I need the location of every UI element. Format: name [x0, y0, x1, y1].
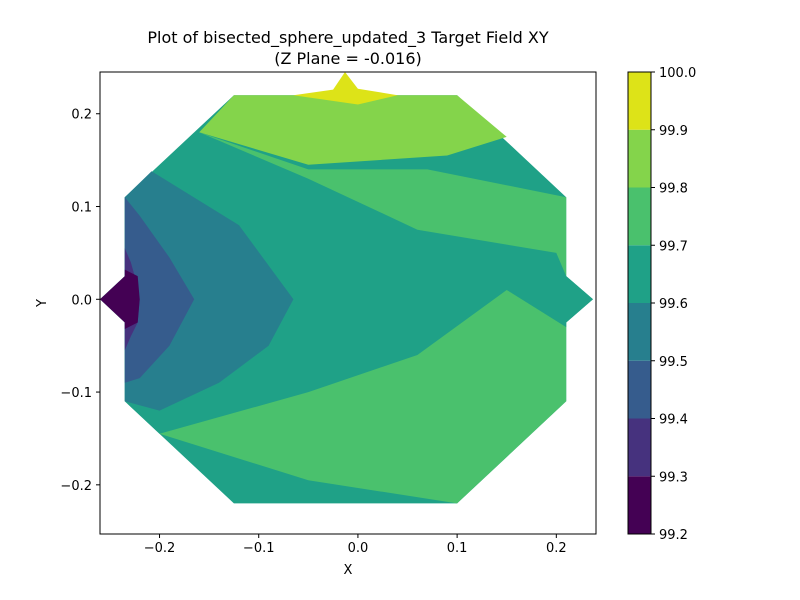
x-tick-label: −0.1	[243, 541, 275, 556]
colorbar-tick-label: 99.9	[659, 124, 688, 139]
contour-regions	[100, 72, 594, 534]
y-tick-label: 0.0	[71, 293, 92, 308]
colorbar-segment	[628, 187, 651, 246]
colorbar-tick-label: 99.3	[659, 470, 688, 485]
chart-title: Plot of bisected_sphere_updated_3 Target…	[147, 28, 549, 48]
contour-band-7	[293, 72, 398, 105]
y-tick-label: 0.2	[71, 108, 92, 123]
contour-band-2	[124, 197, 195, 383]
colorbar-tick-label: 100.0	[659, 66, 696, 81]
x-axis-label: X	[344, 563, 353, 578]
x-tick-label: 0.0	[348, 541, 369, 556]
colorbar-segment	[628, 303, 651, 361]
colorbar-tick-label: 99.4	[659, 413, 688, 428]
colorbar-tick-label: 99.7	[659, 239, 688, 254]
contour-band-0	[100, 269, 140, 329]
colorbar: 99.2 99.3 99.4 99.5 99.6 99.7 99.8 99.9 100.0	[627, 66, 696, 543]
colorbar-segments	[628, 72, 651, 534]
plot-area: −0.2 −0.1 0.0 0.1 0.2 −0.2 −0.1 0.0 0.1 0.2	[60, 71, 597, 556]
colorbar-tick-label: 99.6	[659, 297, 688, 312]
colorbar-tick-label: 99.8	[659, 182, 688, 197]
contour-band-3	[124, 171, 294, 411]
x-axis-ticks: −0.2 −0.1 0.0 0.1 0.2	[144, 534, 567, 556]
y-tick-label: −0.1	[60, 386, 92, 401]
colorbar-tick-label: 99.5	[659, 355, 688, 370]
colorbar-segment	[628, 129, 651, 188]
colorbar-tick-label: 99.2	[659, 528, 688, 543]
y-axis-label: Y	[35, 299, 50, 308]
contour-band-6	[199, 95, 507, 165]
y-axis-ticks: −0.2 −0.1 0.0 0.1 0.2	[60, 108, 100, 494]
colorbar-segment	[628, 72, 651, 130]
y-tick-label: −0.2	[60, 479, 92, 494]
x-tick-label: 0.2	[546, 541, 567, 556]
y-tick-label: 0.1	[71, 201, 92, 216]
colorbar-ticks: 99.2 99.3 99.4 99.5 99.6 99.7 99.8 99.9 100.0	[651, 66, 696, 543]
axes-frame	[99, 71, 597, 535]
chart-subtitle: (Z Plane = -0.016)	[274, 49, 422, 68]
colorbar-segment	[628, 360, 651, 419]
colorbar-segment	[628, 418, 651, 477]
x-tick-label: −0.2	[144, 541, 176, 556]
colorbar-segment	[628, 245, 651, 303]
x-tick-label: 0.1	[447, 541, 468, 556]
colorbar-segment	[628, 476, 651, 534]
